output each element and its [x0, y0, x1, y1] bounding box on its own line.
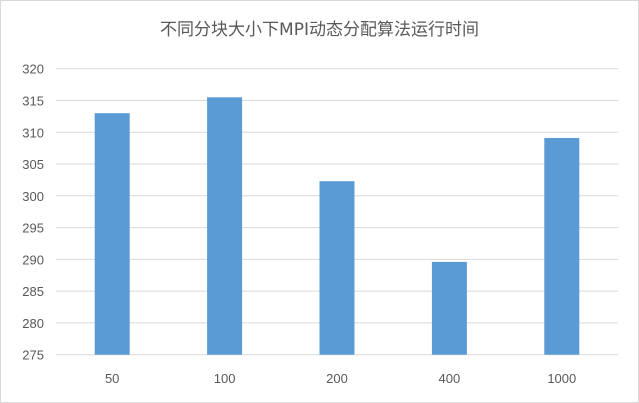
- y-tick-label: 275: [22, 348, 44, 363]
- y-tick-label: 295: [22, 221, 44, 236]
- y-tick-label: 285: [22, 284, 44, 299]
- y-tick-label: 305: [22, 157, 44, 172]
- y-tick-label: 320: [22, 62, 44, 77]
- y-tick-label: 310: [22, 125, 44, 140]
- bar-50: [94, 113, 130, 355]
- bar-100: [207, 97, 243, 355]
- x-tick-label: 200: [326, 371, 348, 386]
- bar-200: [319, 181, 355, 355]
- y-tick-label: 300: [22, 189, 44, 204]
- x-tick-label: 400: [439, 371, 461, 386]
- y-tick-label: 290: [22, 252, 44, 267]
- bar-400: [431, 261, 467, 355]
- y-tick-label: 315: [22, 93, 44, 108]
- bar-1000: [544, 137, 580, 355]
- x-tick-label: 100: [214, 371, 236, 386]
- chart-title: 不同分块大小下MPI动态分配算法运行时间: [160, 20, 479, 40]
- x-tick-label: 1000: [547, 371, 576, 386]
- x-tick-label: 50: [105, 371, 119, 386]
- y-tick-label: 280: [22, 316, 44, 331]
